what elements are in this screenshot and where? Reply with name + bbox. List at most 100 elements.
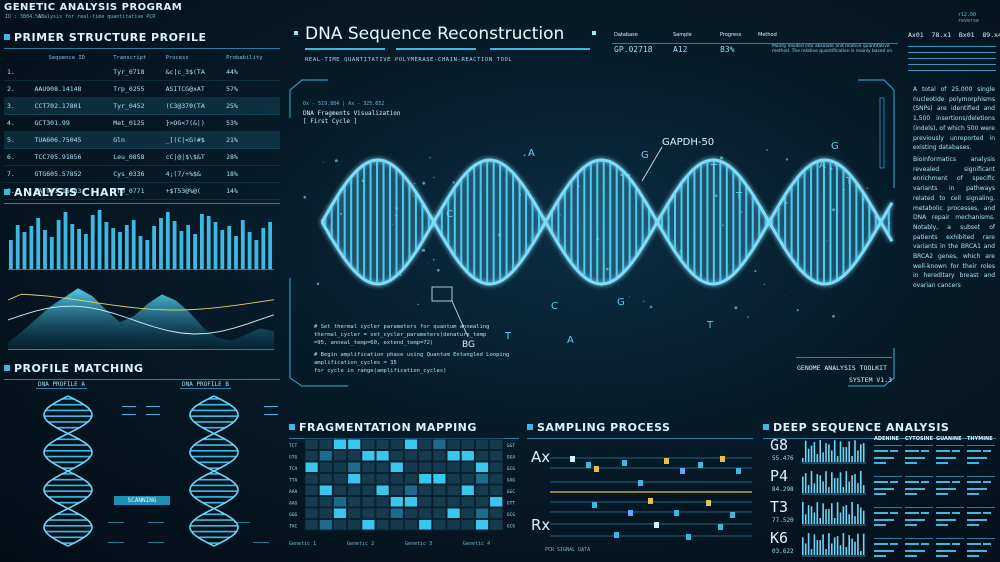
- fragment-cell[interactable]: [362, 451, 375, 462]
- fragment-cell[interactable]: [333, 439, 346, 450]
- fragment-cell[interactable]: [461, 462, 474, 473]
- fragment-cell[interactable]: [447, 497, 460, 508]
- fragment-cell[interactable]: [348, 462, 361, 473]
- fragment-cell[interactable]: [433, 497, 446, 508]
- fragment-cell[interactable]: [433, 520, 446, 531]
- fragment-cell[interactable]: [348, 485, 361, 496]
- fragment-cell[interactable]: [333, 451, 346, 462]
- fragment-cell[interactable]: [333, 462, 346, 473]
- fragment-cell[interactable]: [433, 474, 446, 485]
- fragment-cell[interactable]: [475, 485, 488, 496]
- primer-row[interactable]: 1. Tyr_0718 &c|c_3$(TA 44%: [4, 64, 280, 81]
- fragment-cell[interactable]: [461, 474, 474, 485]
- fragment-cell[interactable]: [319, 520, 332, 531]
- fragment-cell[interactable]: [490, 497, 503, 508]
- fragment-cell[interactable]: [319, 462, 332, 473]
- fragment-cell[interactable]: [362, 485, 375, 496]
- fragment-cell[interactable]: [447, 462, 460, 473]
- fragment-cell[interactable]: [419, 485, 432, 496]
- fragment-cell[interactable]: [419, 497, 432, 508]
- primer-row[interactable]: 3. CCT702.17801 Tyr_0452 (C3@370(TA 25%: [4, 98, 280, 115]
- fragment-cell[interactable]: [419, 520, 432, 531]
- fragment-cell[interactable]: [461, 508, 474, 519]
- fragment-cell[interactable]: [404, 508, 417, 519]
- fragment-cell[interactable]: [433, 451, 446, 462]
- fragment-cell[interactable]: [447, 474, 460, 485]
- primer-row[interactable]: 2. AAU908.14148 Trp_0255 ASITCG@xAT 57%: [4, 81, 280, 98]
- fragment-cell[interactable]: [461, 485, 474, 496]
- fragment-cell[interactable]: [376, 439, 389, 450]
- fragment-cell[interactable]: [305, 508, 318, 519]
- fragment-cell[interactable]: [305, 497, 318, 508]
- fragment-cell[interactable]: [475, 451, 488, 462]
- fragment-cell[interactable]: [419, 451, 432, 462]
- fragment-cell[interactable]: [490, 439, 503, 450]
- fragment-cell[interactable]: [490, 485, 503, 496]
- fragment-cell[interactable]: [419, 508, 432, 519]
- fragment-cell[interactable]: [348, 497, 361, 508]
- fragment-cell[interactable]: [475, 520, 488, 531]
- fragment-cell[interactable]: [390, 485, 403, 496]
- primer-row[interactable]: 5. TUA606.75045 Gln _](C|<G!#$ 21%: [4, 132, 280, 149]
- fragment-cell[interactable]: [319, 485, 332, 496]
- fragment-cell[interactable]: [475, 508, 488, 519]
- fragment-cell[interactable]: [490, 474, 503, 485]
- fragment-cell[interactable]: [362, 508, 375, 519]
- fragment-cell[interactable]: [376, 474, 389, 485]
- fragment-cell[interactable]: [404, 439, 417, 450]
- fragment-cell[interactable]: [376, 497, 389, 508]
- fragment-cell[interactable]: [376, 485, 389, 496]
- fragment-cell[interactable]: [390, 474, 403, 485]
- deep-row[interactable]: K6 03.622: [770, 529, 996, 559]
- fragment-cell[interactable]: [390, 497, 403, 508]
- fragment-cell[interactable]: [390, 462, 403, 473]
- fragment-cell[interactable]: [490, 462, 503, 473]
- fragment-cell[interactable]: [362, 497, 375, 508]
- fragment-cell[interactable]: [319, 451, 332, 462]
- fragment-cell[interactable]: [362, 439, 375, 450]
- fragment-cell[interactable]: [348, 508, 361, 519]
- fragment-cell[interactable]: [475, 474, 488, 485]
- fragment-cell[interactable]: [475, 462, 488, 473]
- fragment-cell[interactable]: [376, 508, 389, 519]
- fragment-cell[interactable]: [319, 508, 332, 519]
- fragment-cell[interactable]: [305, 474, 318, 485]
- fragment-cell[interactable]: [404, 462, 417, 473]
- deep-row[interactable]: P4 84.298: [770, 467, 996, 497]
- fragment-cell[interactable]: [404, 474, 417, 485]
- fragment-cell[interactable]: [333, 485, 346, 496]
- fragment-cell[interactable]: [333, 508, 346, 519]
- fragment-cell[interactable]: [404, 497, 417, 508]
- fragment-cell[interactable]: [319, 439, 332, 450]
- fragment-cell[interactable]: [433, 462, 446, 473]
- fragment-cell[interactable]: [461, 497, 474, 508]
- fragment-cell[interactable]: [447, 508, 460, 519]
- fragment-cell[interactable]: [404, 485, 417, 496]
- fragment-cell[interactable]: [447, 451, 460, 462]
- fragment-cell[interactable]: [319, 474, 332, 485]
- fragment-cell[interactable]: [376, 462, 389, 473]
- fragment-cell[interactable]: [390, 451, 403, 462]
- fragment-cell[interactable]: [475, 439, 488, 450]
- fragment-cell[interactable]: [447, 520, 460, 531]
- fragment-cell[interactable]: [404, 451, 417, 462]
- fragment-cell[interactable]: [447, 485, 460, 496]
- fragment-cell[interactable]: [333, 520, 346, 531]
- fragment-cell[interactable]: [362, 462, 375, 473]
- fragment-cell[interactable]: [490, 508, 503, 519]
- fragment-cell[interactable]: [433, 439, 446, 450]
- fragment-cell[interactable]: [490, 451, 503, 462]
- scanning-button[interactable]: SCANNING: [114, 496, 170, 505]
- fragment-cell[interactable]: [419, 439, 432, 450]
- fragment-cell[interactable]: [461, 451, 474, 462]
- fragment-cell[interactable]: [348, 451, 361, 462]
- fragment-cell[interactable]: [390, 520, 403, 531]
- fragment-cell[interactable]: [390, 508, 403, 519]
- primer-row[interactable]: 6. TCC705.91856 Leu_0858 cC|@|$\$&T 28%: [4, 149, 280, 166]
- fragment-cell[interactable]: [419, 462, 432, 473]
- fragment-cell[interactable]: [362, 520, 375, 531]
- fragment-cell[interactable]: [333, 474, 346, 485]
- fragment-cell[interactable]: [461, 439, 474, 450]
- fragment-cell[interactable]: [433, 485, 446, 496]
- fragment-cell[interactable]: [305, 485, 318, 496]
